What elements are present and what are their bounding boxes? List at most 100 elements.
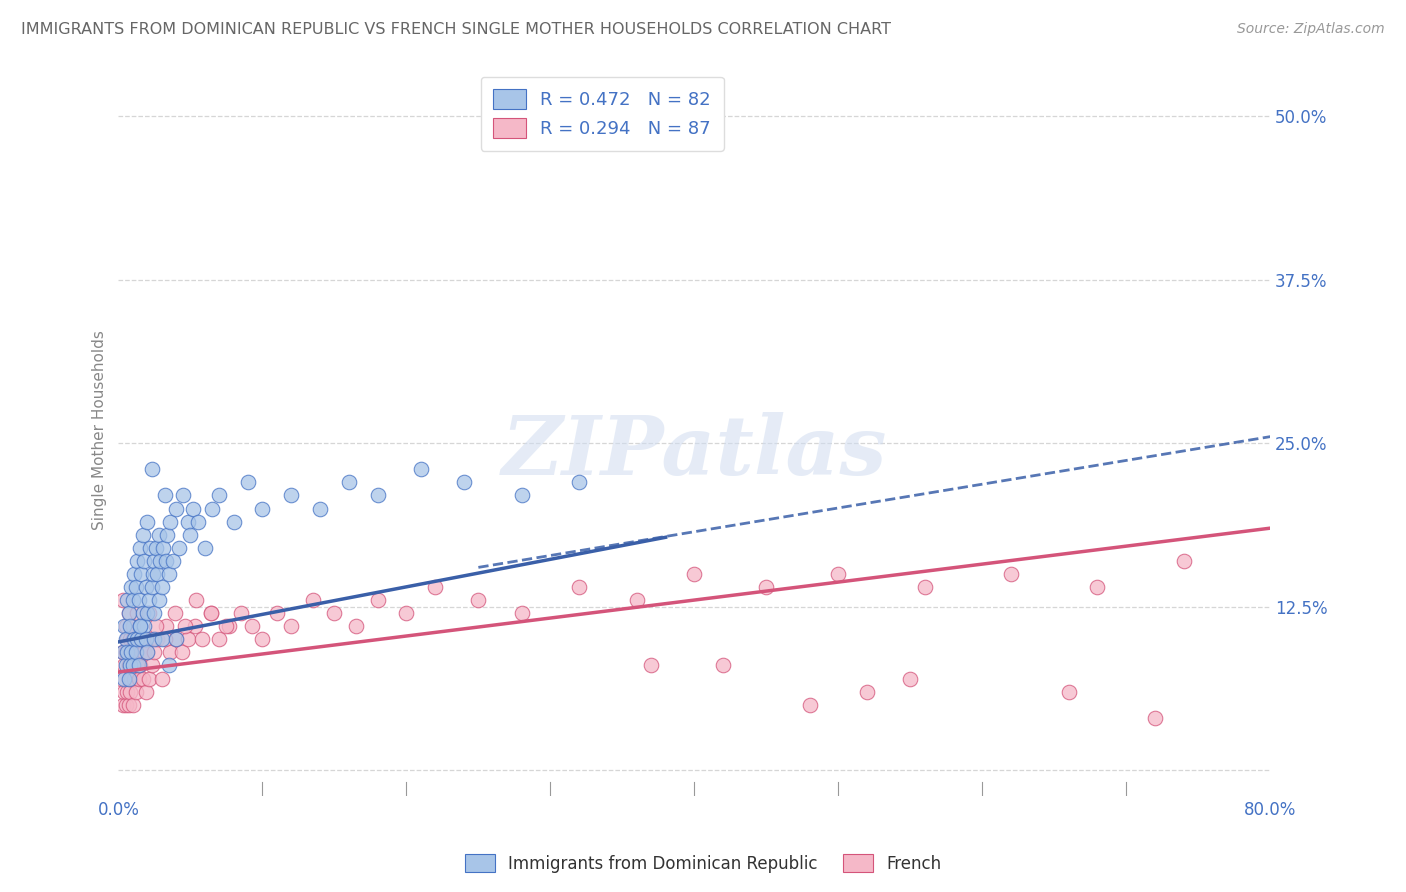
Point — [139, 632, 162, 647]
Point — [172, 488, 194, 502]
Point — [132, 672, 155, 686]
Point — [131, 632, 153, 647]
Point — [323, 606, 346, 620]
Point — [112, 619, 135, 633]
Point — [145, 619, 167, 633]
Y-axis label: Single Mother Households: Single Mother Households — [93, 330, 107, 530]
Point — [138, 672, 160, 686]
Point — [467, 593, 489, 607]
Point — [683, 566, 706, 581]
Point — [208, 632, 231, 647]
Point — [139, 541, 162, 555]
Point — [200, 606, 222, 620]
Point — [179, 527, 201, 541]
Point — [114, 658, 136, 673]
Point — [128, 672, 150, 686]
Point — [112, 684, 135, 698]
Point — [128, 593, 150, 607]
Point — [568, 580, 591, 594]
Point — [121, 698, 143, 712]
Point — [134, 645, 156, 659]
Point — [153, 488, 176, 502]
Point — [163, 606, 186, 620]
Point — [167, 541, 190, 555]
Point — [143, 632, 166, 647]
Point — [159, 645, 181, 659]
Point — [150, 580, 173, 594]
Point — [115, 645, 138, 659]
Point — [453, 475, 475, 490]
Point — [117, 606, 139, 620]
Point — [121, 632, 143, 647]
Point — [121, 619, 143, 633]
Point — [157, 658, 180, 673]
Point — [165, 632, 187, 647]
Point — [129, 541, 152, 555]
Point — [145, 541, 167, 555]
Point — [173, 619, 195, 633]
Point — [143, 645, 166, 659]
Point — [112, 658, 135, 673]
Point — [114, 698, 136, 712]
Point — [136, 645, 159, 659]
Point — [141, 580, 163, 594]
Point — [111, 645, 134, 659]
Point — [111, 645, 134, 659]
Point — [115, 684, 138, 698]
Point — [626, 593, 648, 607]
Point — [1144, 711, 1167, 725]
Point — [131, 566, 153, 581]
Point — [141, 462, 163, 476]
Point — [148, 593, 170, 607]
Point — [118, 619, 141, 633]
Point — [159, 515, 181, 529]
Point — [120, 645, 142, 659]
Point — [111, 698, 134, 712]
Point — [176, 632, 198, 647]
Point — [186, 593, 208, 607]
Point — [191, 632, 214, 647]
Point — [125, 580, 148, 594]
Point — [187, 515, 209, 529]
Point — [252, 501, 274, 516]
Point — [236, 475, 259, 490]
Point — [114, 645, 136, 659]
Point — [136, 606, 159, 620]
Point — [200, 606, 222, 620]
Legend: R = 0.472   N = 82, R = 0.294   N = 87: R = 0.472 N = 82, R = 0.294 N = 87 — [481, 77, 724, 151]
Point — [118, 658, 141, 673]
Point — [114, 632, 136, 647]
Point — [914, 580, 936, 594]
Point — [135, 632, 157, 647]
Point — [125, 684, 148, 698]
Point — [337, 475, 360, 490]
Text: IMMIGRANTS FROM DOMINICAN REPUBLIC VS FRENCH SINGLE MOTHER HOUSEHOLDS CORRELATIO: IMMIGRANTS FROM DOMINICAN REPUBLIC VS FR… — [21, 22, 891, 37]
Point — [309, 501, 332, 516]
Point — [129, 658, 152, 673]
Point — [240, 619, 263, 633]
Point — [127, 658, 149, 673]
Point — [149, 554, 172, 568]
Point — [132, 606, 155, 620]
Point — [711, 658, 734, 673]
Point — [153, 632, 176, 647]
Point — [170, 645, 193, 659]
Point — [229, 606, 252, 620]
Point — [110, 672, 132, 686]
Point — [176, 515, 198, 529]
Point — [132, 632, 155, 647]
Point — [114, 619, 136, 633]
Point — [141, 658, 163, 673]
Point — [266, 606, 288, 620]
Legend: Immigrants from Dominican Republic, French: Immigrants from Dominican Republic, Fren… — [458, 847, 948, 880]
Point — [367, 488, 389, 502]
Point — [120, 645, 142, 659]
Point — [510, 606, 533, 620]
Point — [165, 632, 187, 647]
Point — [1173, 554, 1195, 568]
Point — [146, 632, 169, 647]
Point — [132, 527, 155, 541]
Point — [280, 488, 302, 502]
Text: ZIPatlas: ZIPatlas — [502, 412, 887, 492]
Point — [568, 475, 591, 490]
